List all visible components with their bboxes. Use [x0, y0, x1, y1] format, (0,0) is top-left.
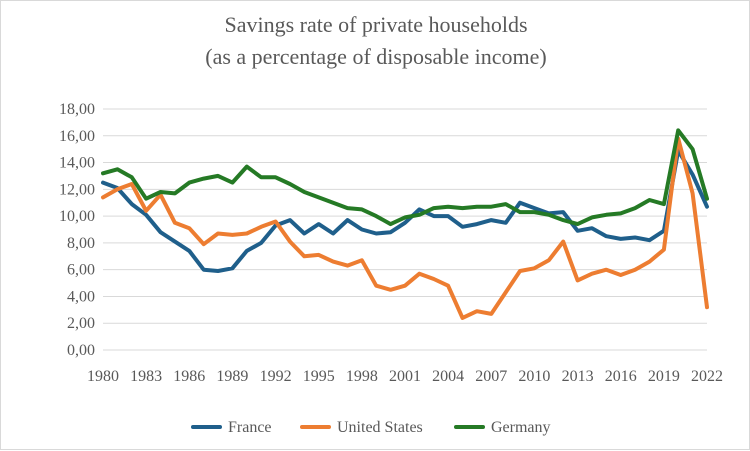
y-tick-label: 16,00	[59, 128, 95, 145]
chart-subtitle: (as a percentage of disposable income)	[205, 44, 546, 69]
y-tick-label: 6,00	[67, 262, 95, 279]
x-tick-label: 2001	[389, 368, 421, 385]
x-tick-label: 1983	[130, 368, 162, 385]
x-tick-label: 1980	[87, 368, 119, 385]
x-axis-ticks: 1980 1983 1986 1989 1992 1995 1998 2001 2004 2007…	[87, 368, 723, 385]
y-tick-label: 10,00	[59, 208, 95, 225]
legend-label-france: France	[228, 419, 272, 436]
series-lines	[101, 128, 709, 320]
x-tick-label: 1989	[216, 368, 248, 385]
x-tick-label: 2022	[691, 368, 723, 385]
series-line-united-states	[101, 136, 709, 320]
chart-title: Savings rate of private households	[224, 12, 527, 37]
y-axis-ticks: 0,00 2,00 4,00 6,00 8,00 10,00 12,00 14,00 16,00…	[59, 101, 95, 359]
x-tick-label: 1986	[173, 368, 205, 385]
series-line-germany	[101, 128, 709, 227]
x-tick-label: 2013	[562, 368, 594, 385]
x-tick-label: 1992	[260, 368, 292, 385]
grid	[103, 108, 707, 351]
y-tick-label: 2,00	[67, 315, 95, 332]
x-tick-label: 2004	[432, 368, 464, 385]
x-tick-label: 2007	[475, 368, 507, 385]
series-line-france	[101, 148, 709, 273]
y-tick-label: 8,00	[67, 235, 95, 252]
x-tick-label: 2019	[648, 368, 680, 385]
x-tick-label: 1998	[346, 368, 378, 385]
y-tick-label: 0,00	[67, 342, 95, 359]
y-tick-label: 14,00	[59, 155, 95, 172]
y-tick-label: 12,00	[59, 181, 95, 198]
y-tick-label: 18,00	[59, 101, 95, 118]
legend: France United States Germany	[191, 419, 551, 436]
legend-label-united-states: United States	[337, 419, 423, 436]
x-tick-label: 2016	[605, 368, 637, 385]
y-tick-label: 4,00	[67, 288, 95, 305]
x-tick-label: 1995	[303, 368, 335, 385]
legend-label-germany: Germany	[491, 419, 551, 436]
x-tick-label: 2010	[518, 368, 550, 385]
